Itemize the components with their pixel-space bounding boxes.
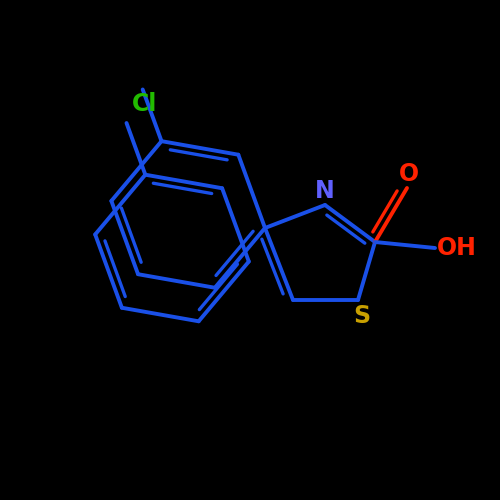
Text: O: O bbox=[399, 162, 419, 186]
Text: Cl: Cl bbox=[132, 92, 158, 116]
Text: N: N bbox=[315, 179, 335, 203]
Text: S: S bbox=[354, 304, 370, 328]
Text: OH: OH bbox=[437, 236, 477, 260]
